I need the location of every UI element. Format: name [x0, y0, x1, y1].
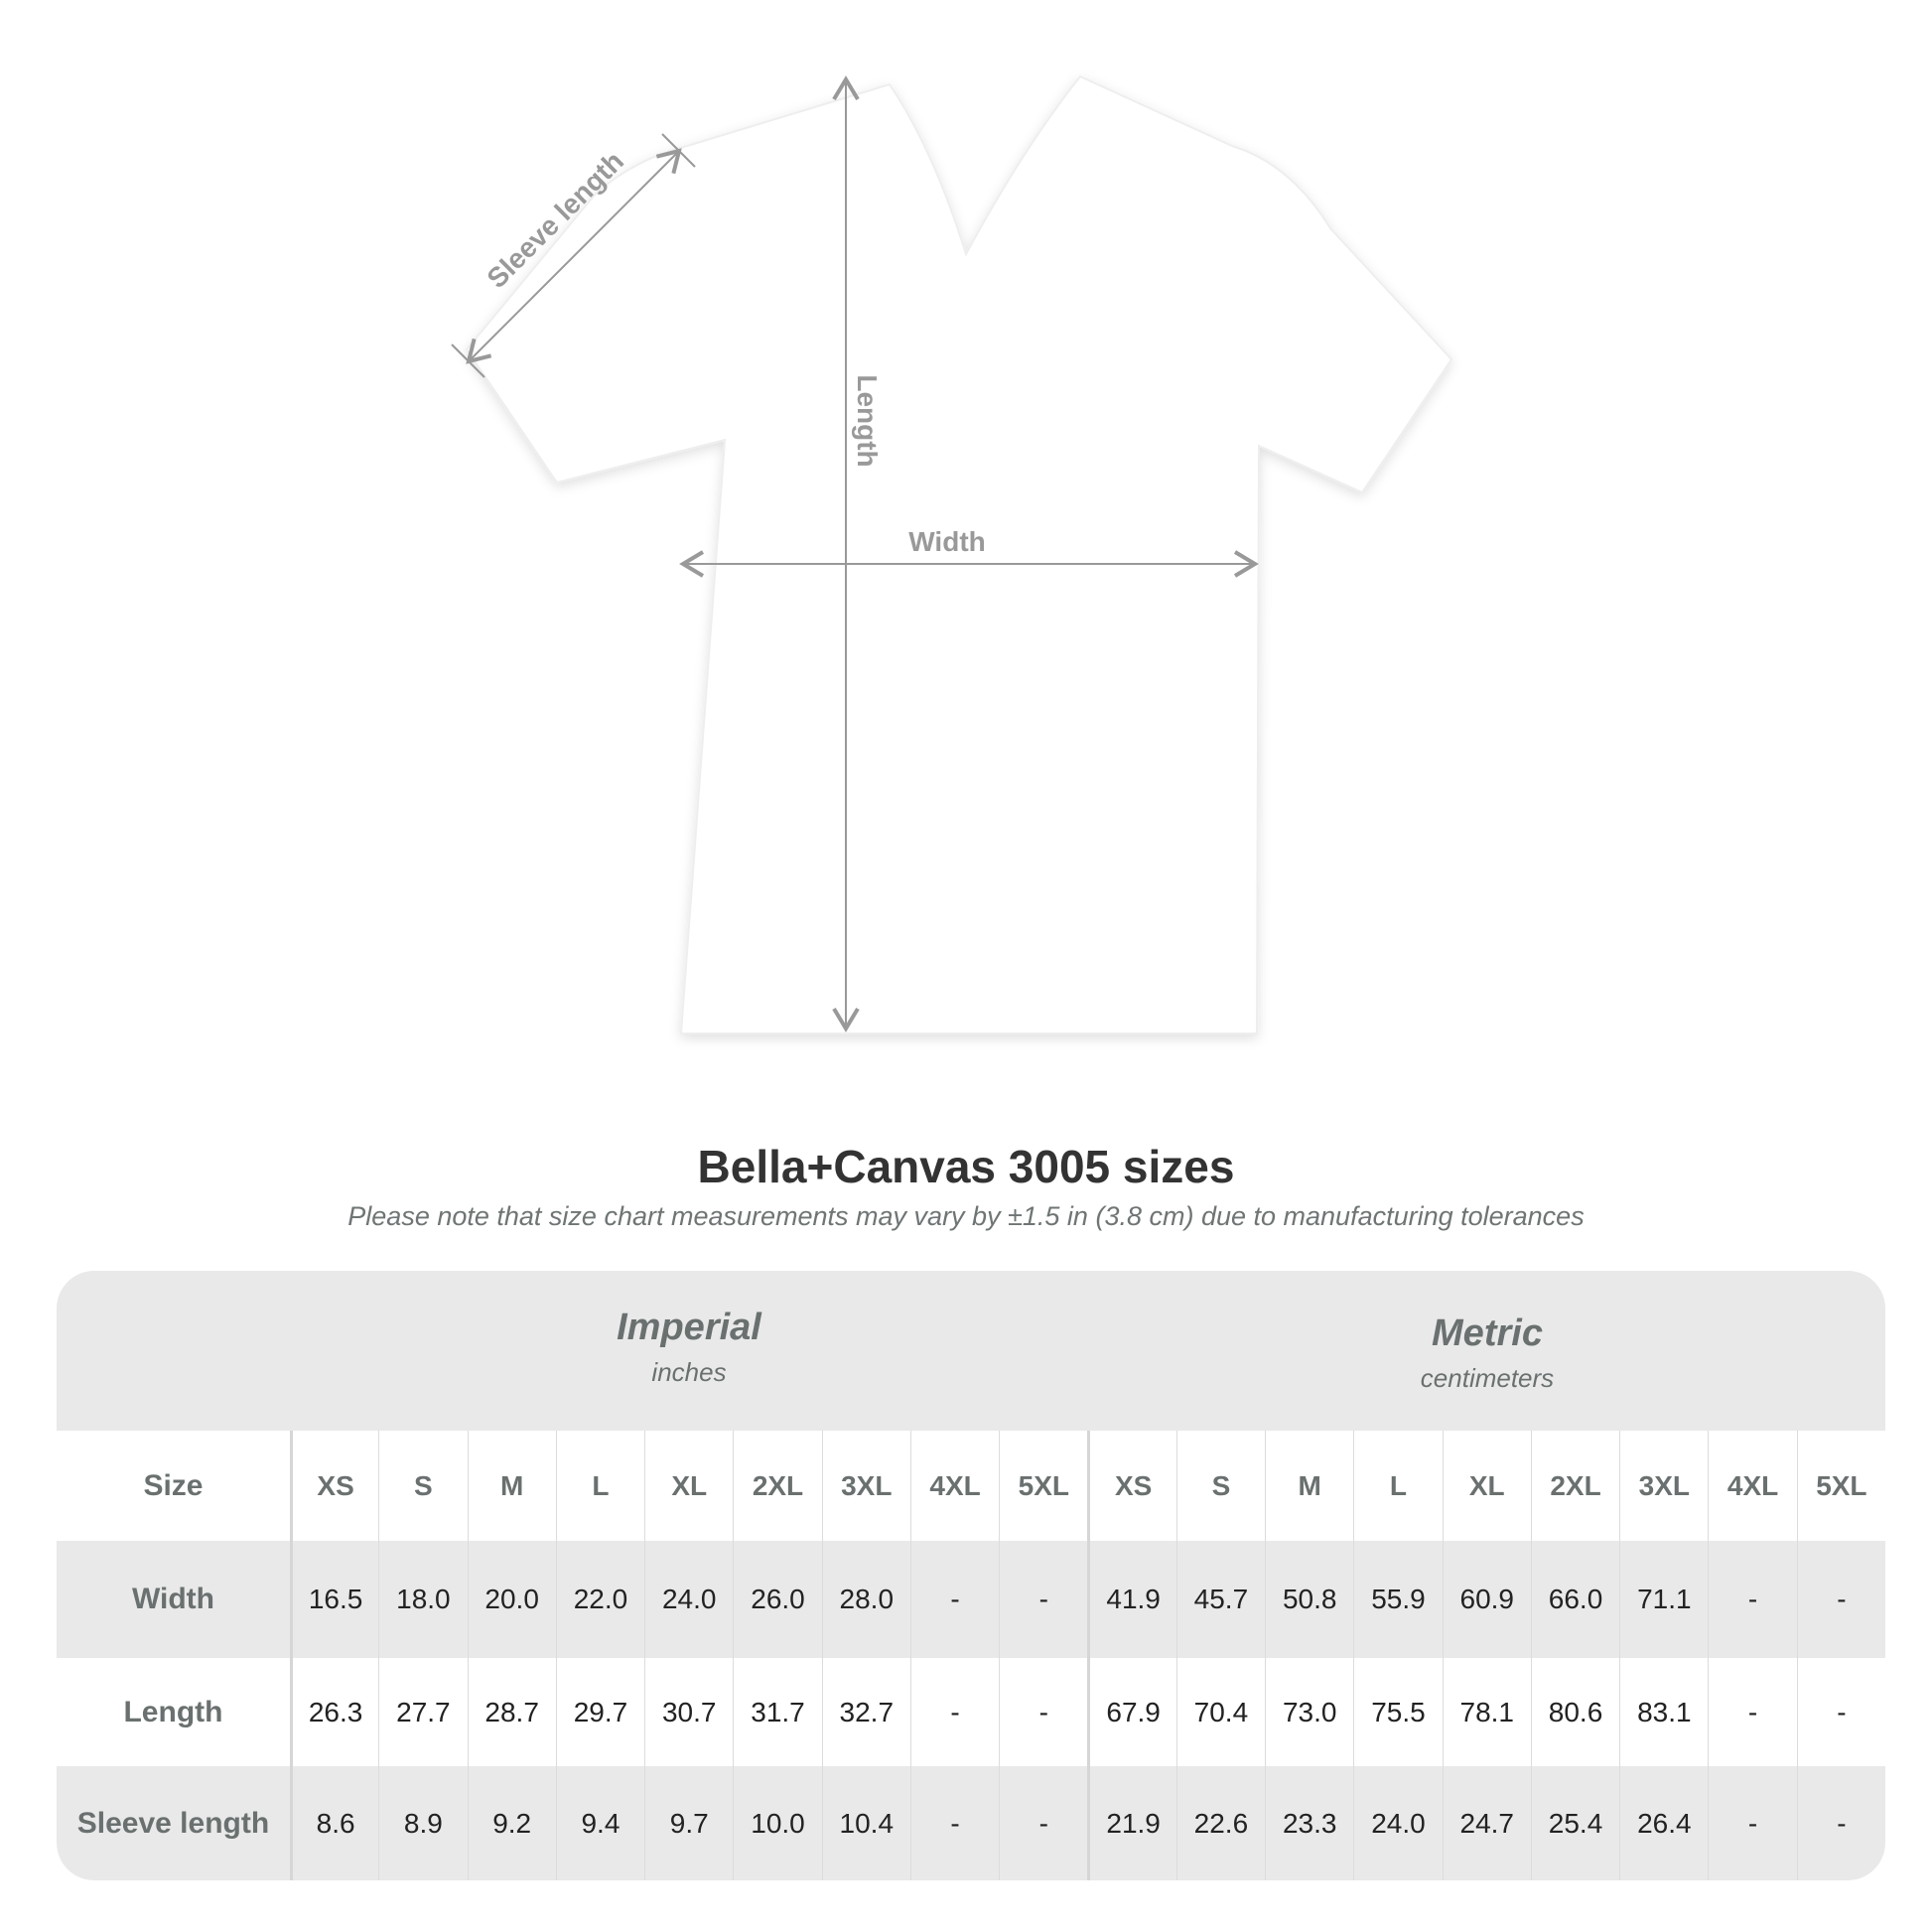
- metric-header: Metric centimeters: [1088, 1312, 1885, 1394]
- imperial-value-cell: 10.0: [733, 1766, 821, 1880]
- metric-value-cell: 21.9: [1087, 1766, 1175, 1880]
- imperial-value-cell: -: [999, 1541, 1087, 1658]
- width-label: Width: [908, 526, 986, 557]
- metric-value-cell: -: [1708, 1541, 1796, 1658]
- metric-value-cell: 83.1: [1619, 1658, 1708, 1766]
- size-header-cell: 2XL: [733, 1431, 821, 1541]
- metric-unit: centimeters: [1420, 1363, 1555, 1393]
- imperial-value-cell: 9.2: [467, 1766, 556, 1880]
- metric-title: Metric: [1432, 1312, 1543, 1354]
- imperial-value-cell: 29.7: [555, 1658, 644, 1766]
- metric-value-cell: 67.9: [1087, 1658, 1175, 1766]
- imperial-value-cell: -: [909, 1658, 999, 1766]
- metric-value-cell: -: [1796, 1541, 1885, 1658]
- metric-value-cell: 23.3: [1265, 1766, 1353, 1880]
- size-header-cell: S: [378, 1431, 467, 1541]
- size-table: Imperial inches Metric centimeters Size X…: [57, 1271, 1885, 1880]
- imperial-value-cell: 30.7: [644, 1658, 733, 1766]
- imperial-value-cell: 26.3: [289, 1658, 378, 1766]
- table-row: Width 16.5 18.0 20.0 22.0 24.0 26.0 28.0- -41.9 4…: [57, 1541, 1885, 1658]
- size-header-cell: 2XL: [1530, 1431, 1619, 1541]
- imperial-value-cell: 27.7: [378, 1658, 467, 1766]
- size-header-cell: XL: [1442, 1431, 1531, 1541]
- size-header-row: Size XS S M L XL 2XL 3XL 4XL 5XL XS S M L XL 2XL 3XL 4XL 5…: [57, 1431, 1885, 1541]
- size-header-cell: 4XL: [1708, 1431, 1796, 1541]
- imperial-value-cell: 32.7: [821, 1658, 910, 1766]
- imperial-value-cell: 18.0: [378, 1541, 467, 1658]
- table-row: Length 26.3 27.7 28.7 29.7 30.7 31.7 32.7- -67.9…: [57, 1658, 1885, 1766]
- imperial-value-cell: 8.9: [378, 1766, 467, 1880]
- size-header-cell: L: [555, 1431, 644, 1541]
- metric-value-cell: 45.7: [1175, 1541, 1265, 1658]
- imperial-value-cell: -: [909, 1541, 999, 1658]
- imperial-value-cell: 26.0: [733, 1541, 821, 1658]
- metric-value-cell: 70.4: [1175, 1658, 1265, 1766]
- imperial-value-cell: 31.7: [733, 1658, 821, 1766]
- metric-value-cell: 66.0: [1530, 1541, 1619, 1658]
- size-header-cell: XS: [1087, 1431, 1175, 1541]
- metric-value-cell: 24.7: [1442, 1766, 1531, 1880]
- metric-value-cell: 73.0: [1265, 1658, 1353, 1766]
- metric-value-cell: 55.9: [1353, 1541, 1442, 1658]
- size-header-cell: 4XL: [909, 1431, 999, 1541]
- imperial-value-cell: 28.0: [821, 1541, 910, 1658]
- table-row: Sleeve length 8.6 8.9 9.2 9.4 9.7 10.0 10.4- -21…: [57, 1766, 1885, 1880]
- metric-value-cell: -: [1708, 1658, 1796, 1766]
- size-header-cell: S: [1175, 1431, 1265, 1541]
- metric-value-cell: 25.4: [1530, 1766, 1619, 1880]
- imperial-value-cell: 9.7: [644, 1766, 733, 1880]
- imperial-unit: inches: [651, 1357, 727, 1387]
- metric-value-cell: 75.5: [1353, 1658, 1442, 1766]
- size-header-cell: 3XL: [821, 1431, 910, 1541]
- imperial-value-cell: 9.4: [555, 1766, 644, 1880]
- imperial-header: Imperial inches: [290, 1307, 1088, 1388]
- metric-value-cell: 22.6: [1175, 1766, 1265, 1880]
- metric-value-cell: -: [1796, 1766, 1885, 1880]
- metric-value-cell: 41.9: [1087, 1541, 1175, 1658]
- size-header-cell: M: [467, 1431, 556, 1541]
- size-header-cell: XS: [289, 1431, 378, 1541]
- imperial-value-cell: -: [999, 1658, 1087, 1766]
- row-label: Width: [131, 1583, 214, 1615]
- size-header-cell: M: [1265, 1431, 1353, 1541]
- metric-value-cell: 71.1: [1619, 1541, 1708, 1658]
- size-header-cell: 3XL: [1619, 1431, 1708, 1541]
- imperial-title: Imperial: [617, 1307, 761, 1348]
- metric-value-cell: 80.6: [1530, 1658, 1619, 1766]
- imperial-value-cell: -: [909, 1766, 999, 1880]
- tshirt-diagram: Width Length Sleeve length: [451, 74, 1453, 1035]
- imperial-value-cell: 28.7: [467, 1658, 556, 1766]
- tolerance-note: Please note that size chart measurements…: [347, 1201, 1585, 1231]
- imperial-value-cell: 10.4: [821, 1766, 910, 1880]
- size-header-cell: L: [1353, 1431, 1442, 1541]
- imperial-value-cell: -: [999, 1766, 1087, 1880]
- metric-value-cell: 50.8: [1265, 1541, 1353, 1658]
- sleeve-arrow: [466, 148, 682, 364]
- metric-value-cell: 26.4: [1619, 1766, 1708, 1880]
- row-label: Length: [123, 1695, 223, 1728]
- imperial-value-cell: 16.5: [289, 1541, 378, 1658]
- size-header-cell: 5XL: [999, 1431, 1087, 1541]
- imperial-value-cell: 24.0: [644, 1541, 733, 1658]
- imperial-value-cell: 8.6: [289, 1766, 378, 1880]
- imperial-value-cell: 22.0: [555, 1541, 644, 1658]
- row-label: Size: [143, 1468, 204, 1502]
- imperial-value-cell: 20.0: [467, 1541, 556, 1658]
- size-header-cell: 5XL: [1796, 1431, 1885, 1541]
- unit-header-band: [57, 1271, 1885, 1431]
- row-label: Sleeve length: [76, 1806, 270, 1840]
- metric-value-cell: -: [1708, 1766, 1796, 1880]
- metric-value-cell: 24.0: [1353, 1766, 1442, 1880]
- metric-value-cell: 60.9: [1442, 1541, 1531, 1658]
- metric-value-cell: -: [1796, 1658, 1885, 1766]
- metric-value-cell: 78.1: [1442, 1658, 1531, 1766]
- length-label: Length: [852, 374, 883, 467]
- page-title: Bella+Canvas 3005 sizes: [697, 1141, 1235, 1192]
- size-header-cell: XL: [644, 1431, 733, 1541]
